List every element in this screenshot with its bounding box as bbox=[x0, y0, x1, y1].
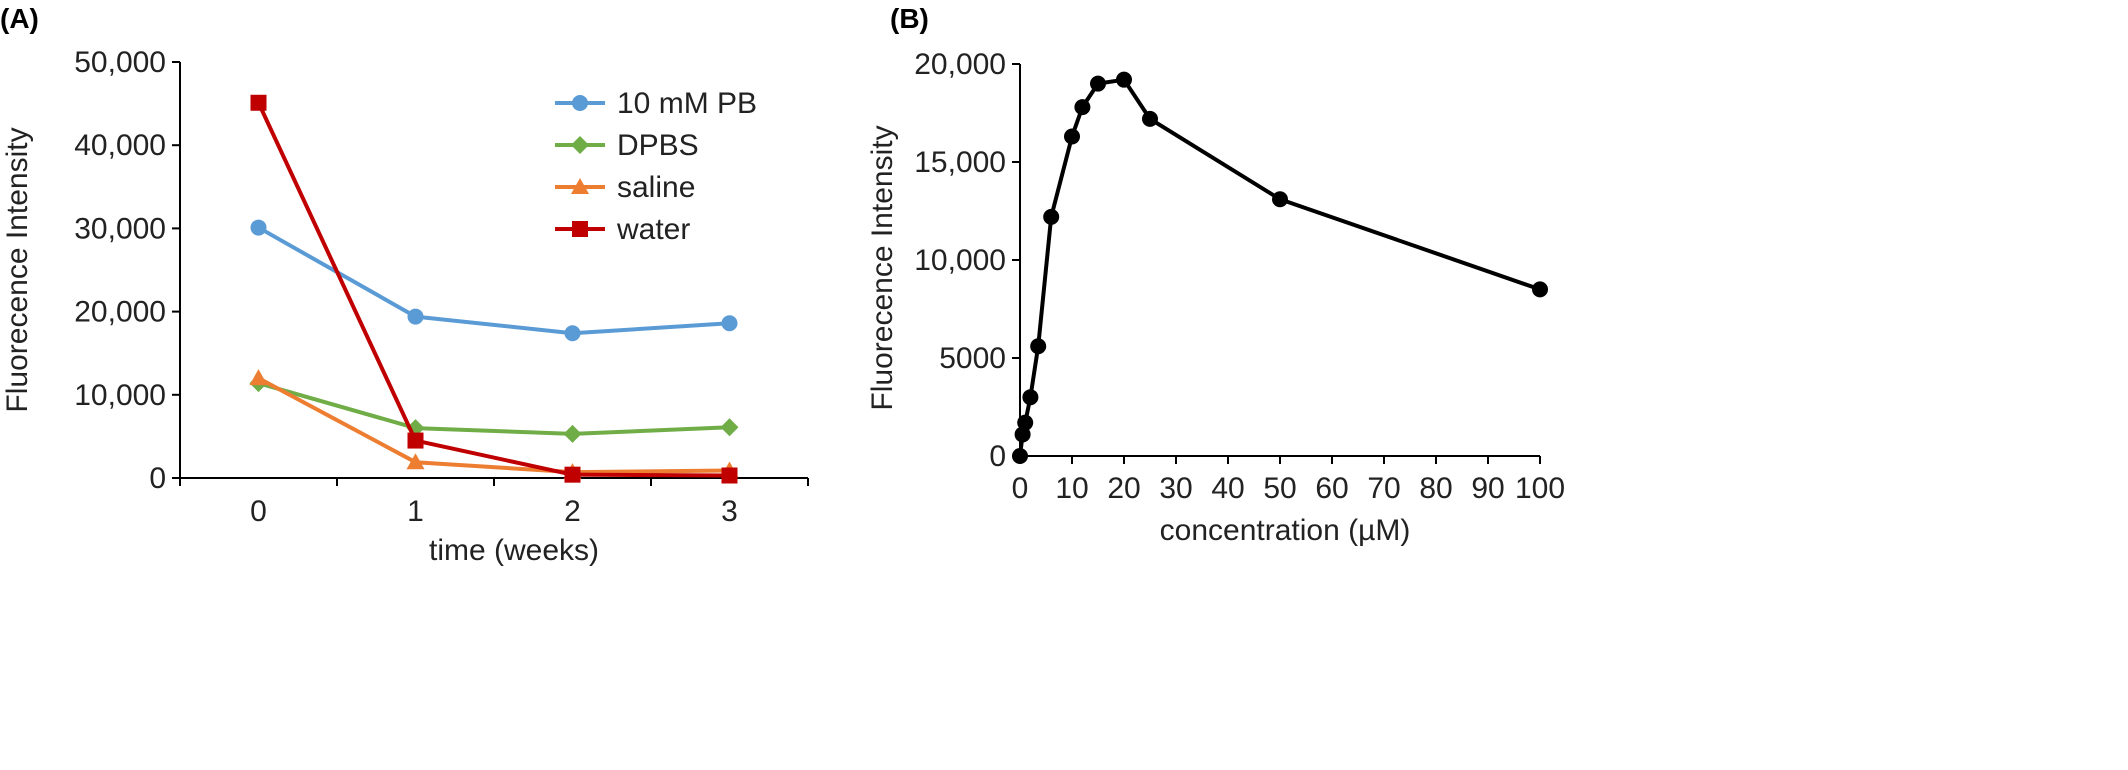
panel-b-x-tick-label: 0 bbox=[1012, 472, 1029, 505]
panel-b-chart: (B) Fluorecence Intensity concentration … bbox=[866, 3, 1565, 547]
data-point bbox=[1116, 71, 1132, 88]
legend-label: 10 mM PB bbox=[617, 87, 757, 120]
data-point bbox=[407, 432, 424, 449]
data-point bbox=[720, 418, 739, 437]
series-line bbox=[1018, 77, 1541, 457]
panel-b-x-tick-label: 80 bbox=[1419, 472, 1452, 505]
legend-label: saline bbox=[617, 171, 695, 204]
panel-a-y-tick-label: 50,000 bbox=[74, 46, 166, 79]
panel-b-label: (B) bbox=[890, 3, 929, 34]
panel-a-y-tick-label: 20,000 bbox=[74, 296, 166, 329]
panel-a-label: (A) bbox=[0, 3, 39, 34]
data-point bbox=[721, 315, 738, 332]
legend-swatch-marker bbox=[572, 221, 588, 237]
panel-a-x-axis-title: time (weeks) bbox=[429, 534, 599, 567]
panel-b-x-axis-title: concentration (µM) bbox=[1160, 514, 1411, 547]
panel-b-y-tick-label: 5000 bbox=[939, 342, 1006, 375]
data-point bbox=[1090, 75, 1106, 92]
legend-swatch-marker bbox=[572, 95, 588, 111]
panel-a-chart: (A) Fluorecence Intensity time (weeks) 0… bbox=[0, 3, 809, 567]
panel-b-y-axis-title: Fluorecence Intensity bbox=[866, 125, 899, 410]
data-point bbox=[564, 466, 581, 483]
legend-swatch-marker bbox=[571, 178, 589, 194]
series-line-saline bbox=[257, 376, 730, 475]
series-line-dpbs bbox=[257, 381, 730, 436]
panel-b-y-tick-label: 0 bbox=[989, 440, 1006, 473]
panel-b-axes: 0 5000 10,000 15,000 20,000 0 10 20 30 40 50 60 70 80… bbox=[914, 48, 1565, 505]
panel-a-y-axis-title: Fluorecence Intensity bbox=[1, 127, 34, 412]
legend-label: DPBS bbox=[617, 129, 699, 162]
data-point bbox=[1142, 110, 1158, 127]
data-point bbox=[1064, 128, 1080, 145]
data-point bbox=[1043, 208, 1060, 225]
panel-b-x-tick-label: 10 bbox=[1055, 472, 1088, 505]
data-point bbox=[250, 94, 267, 111]
panel-a-x-tick-label: 2 bbox=[564, 495, 581, 528]
legend-swatch-marker bbox=[571, 136, 589, 154]
panel-a-y-tick-label: 0 bbox=[149, 462, 166, 495]
panel-a-y-tick-label: 10,000 bbox=[74, 379, 166, 412]
data-point bbox=[564, 325, 581, 342]
data-point bbox=[406, 453, 425, 470]
data-point bbox=[1030, 338, 1047, 355]
data-point bbox=[407, 308, 424, 325]
panel-a-x-tick-label: 3 bbox=[721, 495, 738, 528]
data-point bbox=[249, 369, 268, 386]
panel-b-x-tick-label: 100 bbox=[1515, 472, 1565, 505]
panel-a-y-tick-label: 40,000 bbox=[74, 129, 166, 162]
panel-b-y-tick-label: 20,000 bbox=[914, 48, 1006, 81]
data-point bbox=[250, 219, 267, 236]
data-point bbox=[721, 467, 738, 484]
panel-b-x-tick-label: 30 bbox=[1159, 472, 1192, 505]
data-point bbox=[563, 424, 582, 443]
panel-b-y-tick-label: 15,000 bbox=[914, 146, 1006, 179]
panel-a-y-tick-label: 30,000 bbox=[74, 212, 166, 245]
data-point bbox=[1532, 281, 1548, 298]
panel-b-x-tick-label: 20 bbox=[1107, 472, 1140, 505]
data-point bbox=[1017, 414, 1034, 431]
panel-b-x-tick-label: 60 bbox=[1315, 472, 1348, 505]
panel-a-axes: 0 10,000 20,000 30,000 40,000 50,000 0 1 2 3 bbox=[74, 46, 809, 528]
data-point bbox=[1022, 389, 1039, 406]
panel-b-series bbox=[1012, 71, 1548, 464]
panel-a-x-tick-label: 1 bbox=[407, 495, 424, 528]
panel-a-series bbox=[249, 94, 739, 484]
panel-a-x-tick-label: 0 bbox=[250, 495, 267, 528]
panel-a-legend: 10 mM PB DPBS saline water bbox=[555, 87, 757, 246]
legend-label: water bbox=[616, 213, 690, 246]
data-point bbox=[1272, 191, 1288, 208]
panel-b-x-tick-label: 50 bbox=[1263, 472, 1296, 505]
panel-b-y-tick-label: 10,000 bbox=[914, 244, 1006, 277]
panel-b-x-tick-label: 90 bbox=[1471, 472, 1504, 505]
panel-b-x-tick-label: 70 bbox=[1367, 472, 1400, 505]
series-line-water bbox=[256, 101, 730, 478]
data-point bbox=[1074, 99, 1091, 116]
data-point bbox=[1012, 448, 1028, 464]
panel-b-x-tick-label: 40 bbox=[1211, 472, 1244, 505]
